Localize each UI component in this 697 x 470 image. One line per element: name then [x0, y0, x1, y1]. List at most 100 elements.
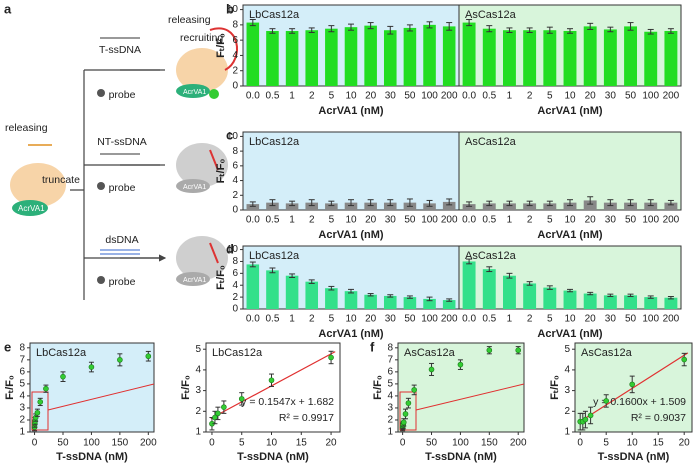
chart-title: AsCas12a [465, 250, 517, 262]
bar [523, 283, 537, 309]
x-tick-label: 10 [627, 438, 639, 449]
acrva1 [176, 179, 210, 193]
x-tick-label: 1 [289, 314, 295, 325]
chart-title: LbCas12a [249, 9, 300, 21]
x-tick-label: 0.5 [266, 91, 280, 102]
x-tick-label: 10 [345, 314, 357, 325]
x-tick-label: 30 [605, 91, 617, 102]
bar [523, 203, 537, 210]
point [457, 361, 464, 368]
x-tick-label: 0.5 [482, 314, 496, 325]
x-tick-label: 50 [625, 91, 637, 102]
x-tick-label: 100 [452, 438, 469, 449]
x-tick-label: 0.5 [482, 215, 496, 226]
bar [285, 275, 299, 309]
bar [644, 297, 658, 309]
x-tick-label: 0.5 [266, 314, 280, 325]
y-tick-label: 10 [227, 131, 239, 142]
point [428, 366, 435, 373]
x-tick-label: 50 [625, 215, 637, 226]
x-tick-label: 10 [266, 438, 278, 449]
label: AcrVA1 [183, 277, 206, 284]
y-tick-label: 10 [227, 4, 239, 15]
x-axis-label: T-ssDNA (nM) [56, 451, 128, 463]
x-tick-label: 2 [527, 314, 533, 325]
bar [502, 203, 516, 210]
bar [624, 202, 638, 210]
plot-area [205, 342, 341, 433]
x-tick-label: 100 [421, 215, 438, 226]
y-tick-label: 2 [564, 406, 570, 417]
chart-title: LbCas12a [249, 136, 300, 148]
x-tick-label: 50 [57, 438, 69, 449]
y-tick-label: 0 [232, 81, 238, 92]
panel-label: d [226, 241, 234, 256]
label: AcrVA1 [18, 204, 45, 213]
x-axis-label: T-ssDNA (nM) [425, 451, 497, 463]
x-tick-label: 30 [385, 91, 397, 102]
probe [97, 276, 105, 284]
x-tick-label: 50 [426, 438, 438, 449]
x-tick-label: 30 [605, 314, 617, 325]
point [43, 385, 49, 392]
inhibit [209, 149, 219, 171]
probe [97, 182, 105, 190]
x-tick-label: 5 [329, 314, 335, 325]
x-tick-label: 1 [507, 91, 513, 102]
x-tick-label: 200 [663, 314, 680, 325]
y-tick-label: 1 [195, 427, 201, 438]
x-tick-label: 0 [400, 438, 406, 449]
zoom-line [47, 383, 155, 411]
y-tick-label: 6 [232, 35, 238, 46]
y-tick-label: 6 [232, 160, 238, 171]
acrva1 [176, 84, 210, 98]
x-tick-label: 5 [547, 91, 553, 102]
label: releasing [5, 122, 48, 134]
bar [603, 29, 617, 87]
x-tick-label: 0.0 [246, 215, 260, 226]
fit-line [578, 352, 689, 423]
bar [383, 30, 397, 87]
y-tick-label: 2 [232, 292, 238, 303]
annotation: R² = 0.9917 [279, 412, 334, 424]
label: AcrVA1 [183, 89, 206, 96]
bar [482, 269, 496, 309]
point [117, 357, 123, 363]
y-tick-label: 3 [19, 403, 25, 414]
x-tick-label: 10 [345, 91, 357, 102]
x-tick-label: 150 [481, 438, 498, 449]
x-tick-label: 50 [625, 314, 637, 325]
x-tick-label: 0.0 [246, 314, 260, 325]
y-tick-label: 7 [387, 354, 393, 365]
bar [603, 202, 617, 210]
panel-label: b [226, 1, 234, 16]
x-tick-label: 50 [404, 215, 416, 226]
x-tick-label: 5 [329, 91, 335, 102]
acrva1 [176, 272, 210, 286]
bar [462, 261, 476, 309]
y-axis-label: Fₜ/F₀ [549, 375, 561, 400]
y-axis-label: Fₜ/F₀ [180, 375, 192, 400]
y-tick-label: 2 [387, 415, 393, 426]
zoom-box [399, 391, 417, 431]
point [629, 381, 636, 388]
x-tick-label: 10 [564, 91, 576, 102]
panel-label: a [4, 1, 12, 16]
y-tick-label: 6 [232, 268, 238, 279]
x-tick-label: 0.0 [462, 91, 476, 102]
point [238, 396, 245, 402]
protein [176, 143, 228, 187]
point [681, 356, 688, 363]
diagram: a b c d e f releasing truncate AcrVA1 T-… [4, 1, 375, 354]
x-tick-label: 200 [510, 438, 527, 449]
y-tick-label: 3 [195, 385, 201, 396]
chart-title: AsCas12a [465, 136, 517, 148]
y-tick-label: 4 [232, 175, 238, 186]
inhibit [209, 242, 219, 264]
x-axis-label: AcrVA1 (nM) [537, 105, 603, 117]
x-tick-label: 20 [365, 314, 377, 325]
bar [344, 202, 358, 210]
bar [583, 200, 597, 210]
chart-title: LbCas12a [212, 347, 263, 359]
bar [285, 30, 299, 86]
